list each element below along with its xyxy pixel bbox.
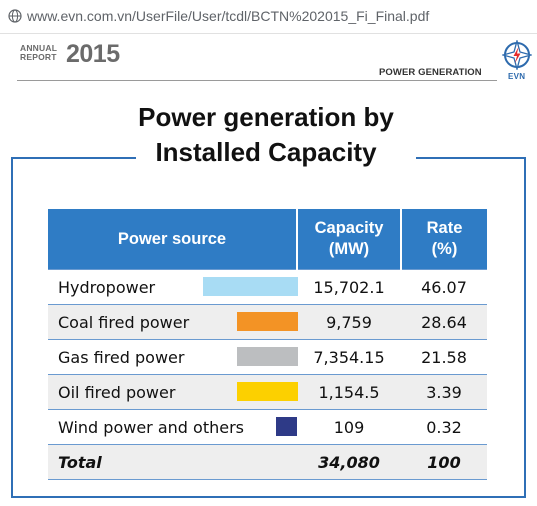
annual-report-label: ANNUAL REPORT xyxy=(20,44,57,61)
installed-capacity-table: Power source Capacity (MW) Rate (%) Hydr… xyxy=(48,209,487,480)
source-name: Coal fired power xyxy=(58,312,190,332)
header-rate-unit: (%) xyxy=(431,240,458,258)
url-text[interactable]: www.evn.com.vn/UserFile/User/tcdl/BCTN%2… xyxy=(27,8,430,24)
total-row: Total 34,080 100 xyxy=(48,444,487,480)
source-cell: Hydropower xyxy=(48,269,298,305)
capacity-cell: 7,354.15 xyxy=(297,339,401,375)
annual-label: ANNUAL xyxy=(20,43,58,53)
rate-cell: 21.58 xyxy=(401,339,487,375)
source-cell: Oil fired power xyxy=(48,374,298,410)
source-name: Gas fired power xyxy=(58,347,185,367)
rate-cell: 28.64 xyxy=(401,304,487,340)
color-swatch xyxy=(276,417,297,436)
header-capacity-label: Capacity xyxy=(314,219,384,237)
total-capacity: 34,080 xyxy=(297,444,401,480)
source-cell: Coal fired power xyxy=(48,304,298,340)
source-name: Wind power and others xyxy=(58,417,244,437)
title-mask xyxy=(136,148,416,170)
rate-cell: 3.39 xyxy=(401,374,487,410)
section-label: POWER GENERATION xyxy=(379,67,482,78)
color-swatch xyxy=(237,347,298,366)
address-bar[interactable]: www.evn.com.vn/UserFile/User/tcdl/BCTN%2… xyxy=(0,0,537,34)
title-line-2: Installed Capacity xyxy=(155,137,377,167)
header-power-source: Power source xyxy=(48,209,297,270)
rate-cell: 0.32 xyxy=(401,409,487,445)
header-rate: Rate (%) xyxy=(400,209,487,270)
source-name: Oil fired power xyxy=(58,382,176,402)
header-capacity: Capacity (MW) xyxy=(296,209,401,270)
source-cell: Gas fired power xyxy=(48,339,298,375)
source-cell: Wind power and others xyxy=(48,409,297,445)
header-divider xyxy=(17,80,497,81)
table-row: Hydropower 15,702.1 46.07 xyxy=(48,269,487,305)
table-row: Oil fired power 1,154.5 3.39 xyxy=(48,374,487,410)
table-row: Wind power and others 109 0.32 xyxy=(48,409,487,445)
evn-emblem-icon xyxy=(502,40,532,70)
evn-logo-text: EVN xyxy=(508,72,526,81)
report-label: REPORT xyxy=(20,51,57,62)
table-row: Gas fired power 7,354.15 21.58 xyxy=(48,339,487,375)
source-name: Hydropower xyxy=(58,277,156,297)
capacity-cell: 109 xyxy=(297,409,401,445)
capacity-cell: 1,154.5 xyxy=(297,374,401,410)
title-line-1: Power generation by xyxy=(138,102,394,132)
color-swatch xyxy=(237,382,298,401)
evn-logo: EVN xyxy=(500,40,534,84)
total-rate: 100 xyxy=(401,444,487,480)
page-title: Power generation by Installed Capacity xyxy=(60,100,472,170)
total-label: Total xyxy=(48,444,297,480)
table-header-row: Power source Capacity (MW) Rate (%) xyxy=(48,209,487,270)
header-rate-label: Rate xyxy=(426,219,463,237)
rate-cell: 46.07 xyxy=(401,269,487,305)
color-swatch xyxy=(237,312,298,331)
header-capacity-unit: (MW) xyxy=(328,240,370,258)
capacity-cell: 9,759 xyxy=(297,304,401,340)
table-row: Coal fired power 9,759 28.64 xyxy=(48,304,487,340)
capacity-cell: 15,702.1 xyxy=(297,269,401,305)
report-year: 2015 xyxy=(66,40,120,68)
globe-icon xyxy=(8,9,22,23)
color-swatch xyxy=(203,277,298,296)
